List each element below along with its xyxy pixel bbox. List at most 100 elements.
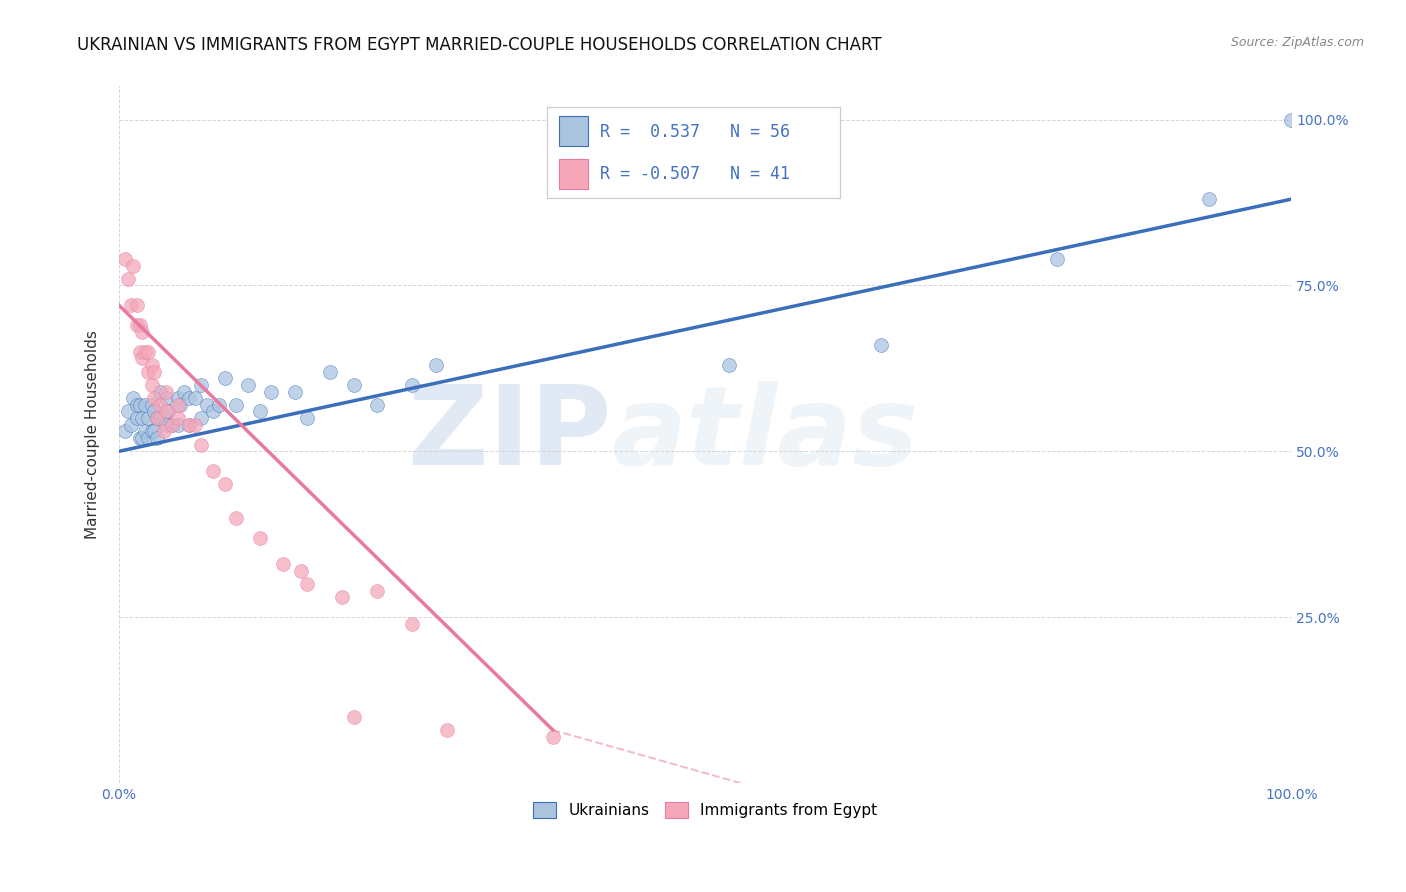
Point — [125, 298, 148, 312]
Point — [166, 391, 188, 405]
Point — [117, 272, 139, 286]
Point — [152, 411, 174, 425]
Point — [184, 391, 207, 405]
Point — [342, 709, 364, 723]
Text: ZIP: ZIP — [408, 381, 612, 488]
Point — [169, 398, 191, 412]
Point — [295, 577, 318, 591]
Point — [201, 464, 224, 478]
Legend: Ukrainians, Immigrants from Egypt: Ukrainians, Immigrants from Egypt — [527, 796, 883, 824]
Point — [131, 325, 153, 339]
Point — [295, 411, 318, 425]
Point — [330, 591, 353, 605]
Point — [342, 378, 364, 392]
Point — [179, 417, 201, 432]
Point — [425, 358, 447, 372]
Point — [129, 318, 152, 333]
Point — [366, 583, 388, 598]
Point — [225, 398, 247, 412]
Point — [143, 425, 166, 439]
Point — [149, 384, 172, 399]
Point — [870, 338, 893, 352]
Point — [134, 425, 156, 439]
Point — [155, 391, 177, 405]
Point — [129, 344, 152, 359]
Point — [717, 358, 740, 372]
Point — [401, 378, 423, 392]
Point — [284, 384, 307, 399]
Point — [225, 510, 247, 524]
Point — [152, 425, 174, 439]
Point — [117, 404, 139, 418]
Point — [129, 398, 152, 412]
Point — [122, 259, 145, 273]
Point — [184, 417, 207, 432]
Point — [436, 723, 458, 737]
Point — [190, 437, 212, 451]
Point — [236, 378, 259, 392]
Point — [260, 384, 283, 399]
Point — [155, 417, 177, 432]
Point — [190, 378, 212, 392]
Text: Source: ZipAtlas.com: Source: ZipAtlas.com — [1230, 36, 1364, 49]
Point — [155, 384, 177, 399]
Point — [173, 384, 195, 399]
Point — [129, 431, 152, 445]
Point — [149, 398, 172, 412]
Point — [208, 398, 231, 412]
Point — [141, 398, 163, 412]
Point — [122, 391, 145, 405]
Point — [160, 417, 183, 432]
Point — [190, 411, 212, 425]
Point — [145, 411, 167, 425]
Point — [131, 411, 153, 425]
Point — [319, 365, 342, 379]
Point — [155, 404, 177, 418]
Point — [166, 411, 188, 425]
Point — [134, 398, 156, 412]
Point — [125, 398, 148, 412]
Point — [125, 411, 148, 425]
Point — [114, 252, 136, 266]
Point — [1198, 192, 1220, 206]
Point — [134, 344, 156, 359]
Point — [541, 730, 564, 744]
Point — [138, 431, 160, 445]
Point — [290, 564, 312, 578]
Point — [366, 398, 388, 412]
Point — [120, 417, 142, 432]
Point — [249, 531, 271, 545]
Point — [138, 344, 160, 359]
Point — [201, 404, 224, 418]
Point — [166, 417, 188, 432]
Y-axis label: Married-couple Households: Married-couple Households — [86, 330, 100, 539]
Point — [179, 391, 201, 405]
Point — [141, 378, 163, 392]
Point — [145, 431, 167, 445]
Point — [114, 425, 136, 439]
Point — [214, 371, 236, 385]
Point — [141, 358, 163, 372]
Point — [401, 616, 423, 631]
Point — [131, 351, 153, 366]
Point — [157, 404, 180, 418]
Point — [160, 417, 183, 432]
Point — [138, 411, 160, 425]
Point — [1046, 252, 1069, 266]
Point — [138, 365, 160, 379]
Point — [145, 411, 167, 425]
Point — [179, 417, 201, 432]
Point — [141, 425, 163, 439]
Point — [131, 431, 153, 445]
Point — [143, 391, 166, 405]
Point — [120, 298, 142, 312]
Point — [271, 557, 294, 571]
Point — [125, 318, 148, 333]
Text: UKRAINIAN VS IMMIGRANTS FROM EGYPT MARRIED-COUPLE HOUSEHOLDS CORRELATION CHART: UKRAINIAN VS IMMIGRANTS FROM EGYPT MARRI… — [77, 36, 882, 54]
Point — [143, 365, 166, 379]
Point — [166, 398, 188, 412]
Point — [249, 404, 271, 418]
Point — [214, 477, 236, 491]
Point — [1279, 112, 1302, 127]
Point — [143, 404, 166, 418]
